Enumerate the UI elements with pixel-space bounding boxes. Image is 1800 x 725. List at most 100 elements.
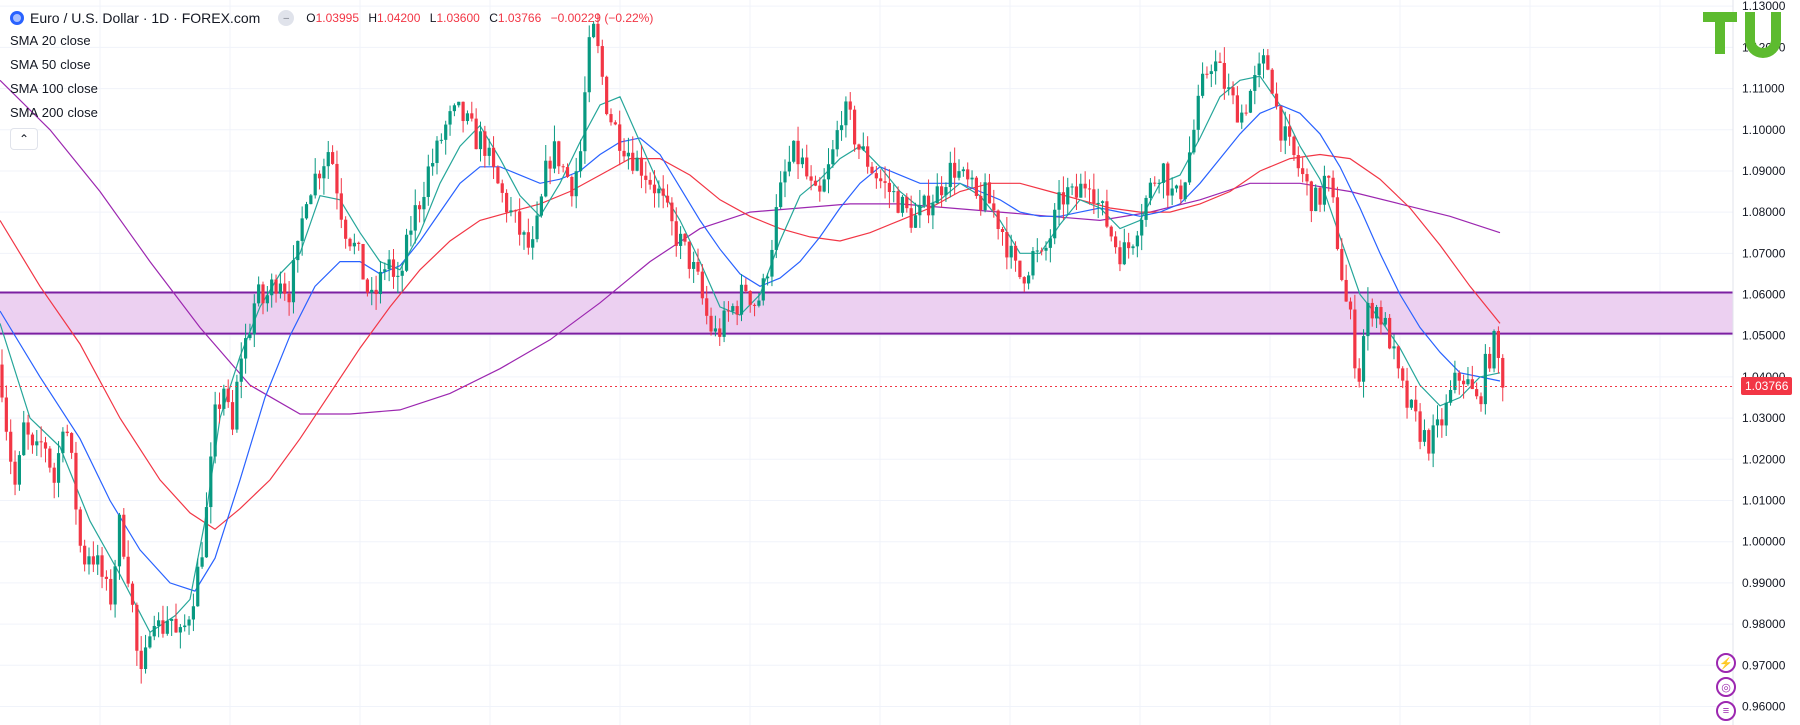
- collapse-legend-button[interactable]: ⌃: [10, 128, 38, 150]
- y-tick-label: 0.98000: [1742, 617, 1786, 631]
- candle-body: [1070, 186, 1074, 188]
- candle-body: [1118, 247, 1122, 265]
- candle-body: [1114, 236, 1118, 248]
- hide-icon[interactable]: –: [278, 10, 295, 26]
- candle-body: [996, 210, 1000, 230]
- candle-body: [152, 625, 156, 637]
- candle-body: [805, 157, 809, 177]
- symbol-title[interactable]: Euro / U.S. Dollar · 1D · FOREX.com: [30, 10, 261, 26]
- candle-body: [1248, 90, 1253, 113]
- indicator-sma200[interactable]: SMA 200 close: [10, 100, 659, 124]
- candle-body: [1035, 250, 1039, 252]
- candle-body: [1431, 425, 1435, 454]
- candle-body: [1396, 346, 1400, 369]
- sma50-line: [0, 104, 1501, 592]
- candle-body: [39, 441, 43, 443]
- candle-body: [679, 233, 683, 246]
- candle-body: [752, 304, 757, 306]
- us-flag-icon[interactable]: ≡: [1716, 701, 1736, 721]
- candle-body: [644, 175, 648, 180]
- indicator-sma20[interactable]: SMA 20 close: [10, 28, 659, 52]
- candle-body: [1018, 260, 1022, 278]
- candle-body: [187, 619, 191, 626]
- candle-body: [1244, 112, 1248, 114]
- candle-body: [531, 239, 535, 248]
- candle-body: [900, 196, 905, 213]
- candle-body: [1318, 187, 1322, 205]
- candle-body: [61, 431, 65, 454]
- candle-body: [1401, 368, 1405, 381]
- candle-body: [1462, 380, 1466, 385]
- indicator-source: close: [67, 80, 98, 96]
- candle-body: [844, 101, 848, 126]
- candle-body: [91, 556, 95, 565]
- candle-body: [709, 315, 713, 332]
- indicator-sma100[interactable]: SMA 100 close: [10, 76, 659, 100]
- candle-body: [1348, 301, 1353, 310]
- candle-body: [261, 284, 265, 304]
- candle-body: [713, 328, 717, 332]
- candle-body: [1027, 275, 1031, 284]
- candle-body: [239, 358, 243, 382]
- candle-body: [744, 284, 748, 292]
- y-tick-label: 1.06000: [1742, 288, 1786, 302]
- candle-body: [1257, 63, 1261, 76]
- candle-body: [1375, 307, 1379, 319]
- candle-body: [1292, 136, 1296, 156]
- open-value: 1.03995: [315, 11, 360, 25]
- candle-body: [1327, 175, 1331, 178]
- candle-body: [387, 259, 391, 270]
- candle-body: [953, 162, 957, 178]
- candle-body: [1009, 245, 1013, 258]
- candle-body: [1196, 95, 1200, 130]
- candle-body: [522, 232, 526, 235]
- candle-body: [683, 233, 687, 242]
- candle-body: [78, 509, 82, 546]
- candle-body: [892, 191, 896, 193]
- candle-body: [813, 180, 818, 186]
- candle-body: [1135, 235, 1139, 247]
- lightning-icon[interactable]: ⚡: [1716, 653, 1736, 673]
- candle-body: [1388, 317, 1392, 349]
- candle-body: [217, 404, 222, 409]
- candle-body: [909, 208, 913, 228]
- candle-body: [1261, 55, 1266, 64]
- candle-body: [770, 249, 774, 277]
- candle-body: [1370, 302, 1374, 319]
- indicator-period: 100: [41, 80, 64, 96]
- candle-body: [474, 118, 478, 150]
- candle-body: [26, 422, 30, 435]
- candle-body: [170, 618, 174, 621]
- candle-body: [674, 221, 678, 246]
- candle-body: [926, 195, 931, 216]
- candle-body: [457, 101, 461, 106]
- y-tick-label: 1.09000: [1742, 164, 1786, 178]
- candle-body: [552, 141, 557, 169]
- globe-icon[interactable]: ◎: [1716, 677, 1736, 697]
- candle-body: [178, 627, 182, 633]
- candle-body: [726, 310, 731, 312]
- candle-body: [22, 422, 26, 456]
- indicator-sma50[interactable]: SMA 50 close: [10, 52, 659, 76]
- candle-body: [757, 300, 761, 306]
- price-scale[interactable]: 0.96000 0.97000 0.98000 0.99000 1.00000 1.010…: [1742, 0, 1786, 713]
- candle-body: [1227, 87, 1231, 89]
- y-tick-label: 1.05000: [1742, 329, 1786, 343]
- candle-body: [1157, 182, 1161, 184]
- candle-body: [639, 157, 644, 176]
- candle-body: [487, 147, 491, 156]
- candle-body: [1240, 112, 1244, 123]
- candle-body: [1153, 182, 1157, 184]
- candle-body: [557, 141, 561, 167]
- candle-body: [931, 203, 935, 216]
- candle-body: [204, 507, 209, 558]
- candle-body: [526, 232, 530, 248]
- candle-body: [370, 289, 374, 293]
- indicator-name: SMA: [10, 56, 39, 72]
- candle-body: [1218, 61, 1222, 63]
- sma20-line: [0, 75, 1501, 634]
- candle-body: [748, 291, 752, 305]
- candle-body: [1144, 197, 1148, 220]
- candle-body: [957, 171, 961, 178]
